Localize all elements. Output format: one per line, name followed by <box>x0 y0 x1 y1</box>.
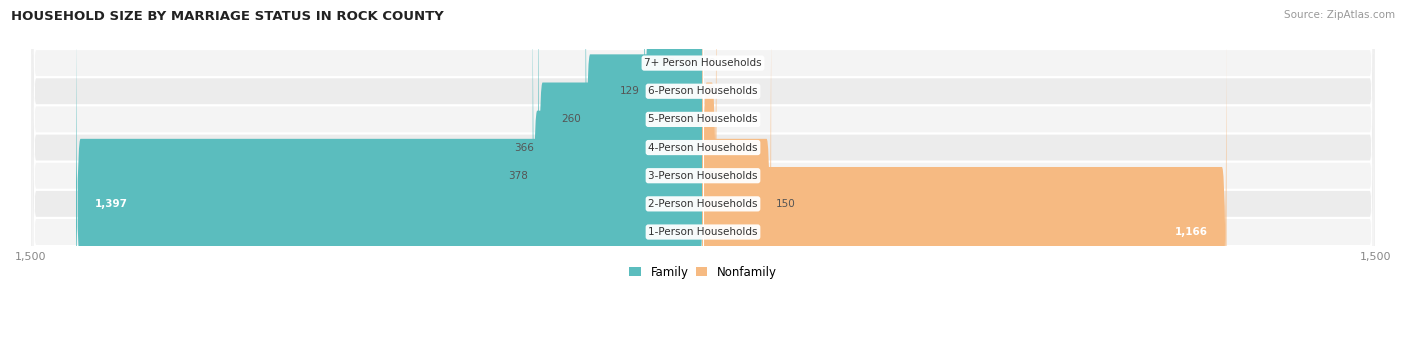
FancyBboxPatch shape <box>702 0 717 340</box>
Text: 378: 378 <box>509 171 529 181</box>
FancyBboxPatch shape <box>32 0 1374 340</box>
Text: 7+ Person Households: 7+ Person Households <box>644 58 762 68</box>
Text: 0: 0 <box>709 171 714 181</box>
FancyBboxPatch shape <box>702 0 770 340</box>
FancyBboxPatch shape <box>32 0 1374 340</box>
FancyBboxPatch shape <box>32 0 1374 340</box>
Text: 129: 129 <box>620 86 640 96</box>
FancyBboxPatch shape <box>32 0 1374 332</box>
Text: 1-Person Households: 1-Person Households <box>648 227 758 237</box>
FancyBboxPatch shape <box>32 0 1374 340</box>
Text: 0: 0 <box>709 58 714 68</box>
Text: Source: ZipAtlas.com: Source: ZipAtlas.com <box>1284 10 1395 20</box>
Text: 3-Person Households: 3-Person Households <box>648 171 758 181</box>
Text: 49: 49 <box>662 58 676 68</box>
Text: 6-Person Households: 6-Person Households <box>648 86 758 96</box>
FancyBboxPatch shape <box>538 0 704 340</box>
Text: 0: 0 <box>709 86 714 96</box>
FancyBboxPatch shape <box>681 0 704 279</box>
Text: 1,397: 1,397 <box>94 199 128 209</box>
Text: 4-Person Households: 4-Person Households <box>648 142 758 153</box>
FancyBboxPatch shape <box>702 16 1226 340</box>
FancyBboxPatch shape <box>32 0 1374 340</box>
Text: 28: 28 <box>721 142 734 153</box>
Text: 0: 0 <box>709 114 714 124</box>
FancyBboxPatch shape <box>644 0 704 308</box>
Text: 5-Person Households: 5-Person Households <box>648 114 758 124</box>
Text: HOUSEHOLD SIZE BY MARRIAGE STATUS IN ROCK COUNTY: HOUSEHOLD SIZE BY MARRIAGE STATUS IN ROC… <box>11 10 444 23</box>
Text: 366: 366 <box>513 142 534 153</box>
Text: 150: 150 <box>776 199 796 209</box>
Text: 2-Person Households: 2-Person Households <box>648 199 758 209</box>
Legend: Family, Nonfamily: Family, Nonfamily <box>624 261 782 284</box>
FancyBboxPatch shape <box>585 0 704 336</box>
Text: 0: 0 <box>692 227 697 237</box>
FancyBboxPatch shape <box>533 0 704 340</box>
Text: 1,166: 1,166 <box>1174 227 1208 237</box>
Text: 260: 260 <box>561 114 581 124</box>
FancyBboxPatch shape <box>76 0 704 340</box>
FancyBboxPatch shape <box>32 0 1374 340</box>
